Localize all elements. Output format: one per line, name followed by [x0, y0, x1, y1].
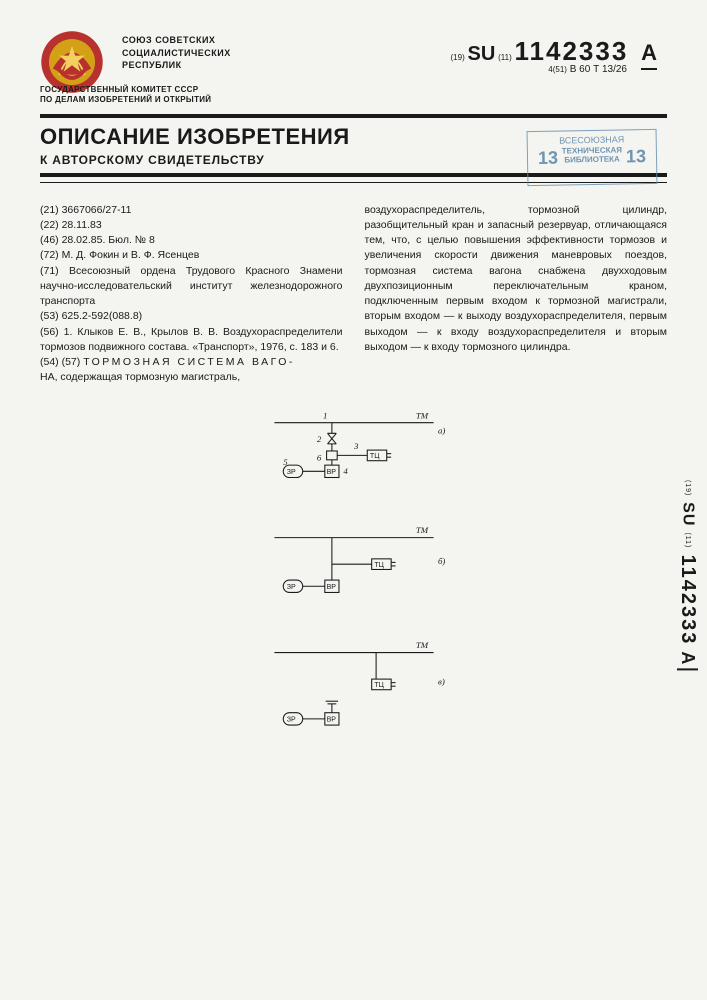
svg-text:ТМ: ТМ: [415, 526, 428, 536]
vr-label: ВР: [326, 469, 336, 476]
union-line-2: СОЦИАЛИСТИЧЕСКИХ: [122, 47, 433, 60]
label-a: а): [438, 426, 445, 436]
svg-text:ВР: ВР: [326, 584, 336, 591]
ipc-prefix: 4(51): [548, 65, 567, 74]
num-4: 4: [343, 466, 348, 476]
schematic-diagram: .ln { stroke:#1a1a1a; stroke-width:1.2; …: [40, 405, 667, 741]
committee-line-2: ПО ДЕЛАМ ИЗОБРЕТЕНИЙ И ОТКРЫТИЙ: [40, 95, 667, 105]
union-line-3: РЕСПУБЛИК: [122, 59, 433, 72]
num-3: 3: [353, 442, 359, 452]
num-6: 6: [316, 453, 321, 463]
svg-text:ТЦ: ТЦ: [374, 682, 384, 689]
left-column: (21) 3667066/27-11 (22) 28.11.83 (46) 28…: [40, 203, 343, 386]
side-su: SU: [679, 502, 697, 526]
field-21: (21) 3667066/27-11: [40, 203, 343, 218]
id-kind: A: [641, 40, 657, 70]
ipc-code: В 60 Т 13/26: [570, 64, 627, 75]
id-country: SU: [468, 43, 496, 65]
union-line-1: СОЮЗ СОВЕТСКИХ: [122, 34, 433, 47]
union-label: СОЮЗ СОВЕТСКИХ СОЦИАЛИСТИЧЕСКИХ РЕСПУБЛИ…: [122, 30, 433, 72]
side-kind: A: [677, 651, 698, 670]
stamp-mid: ТЕХНИЧЕСКАЯ БИБЛИОТЕКА: [558, 146, 626, 168]
side-patent-id: (19) SU (11) 1142333 A: [676, 480, 699, 673]
claim-text: воздухораспределитель, тормозной цилиндр…: [365, 203, 668, 355]
tm-label: ТМ: [415, 411, 428, 421]
svg-text:ТЦ: ТЦ: [374, 562, 384, 569]
field-46: (46) 28.02.85. Бюл. № 8: [40, 233, 343, 248]
side-sub: (11): [684, 533, 691, 549]
field-54: (54) (57) ТОРМОЗНАЯ СИСТЕМА ВАГО- НА, со…: [40, 355, 343, 385]
committee-label: ГОСУДАРСТВЕННЫЙ КОМИТЕТ СССР ПО ДЕЛАМ ИЗ…: [40, 85, 667, 106]
side-prefix: (19): [684, 480, 691, 496]
library-stamp: ВСЕСОЮЗНАЯ 13 ТЕХНИЧЕСКАЯ БИБЛИОТЕКА 13: [527, 129, 658, 186]
id-number: 1142333: [515, 36, 629, 66]
field-56: (56) 1. Клыков Е. В., Крылов В. В. Возду…: [40, 325, 343, 355]
svg-text:ЗР: ЗР: [286, 584, 295, 591]
field-72: (72) М. Д. Фокин и В. Ф. Ясенцев: [40, 248, 343, 263]
tc-label: ТЦ: [369, 453, 379, 460]
svg-text:ТМ: ТМ: [415, 641, 428, 651]
right-column: воздухораспределитель, тормозной цилиндр…: [365, 203, 668, 386]
committee-line-1: ГОСУДАРСТВЕННЫЙ КОМИТЕТ СССР: [40, 85, 667, 95]
field-54-prefix: (54) (57): [40, 356, 83, 368]
stamp-right-num: 13: [626, 146, 646, 167]
label-v: в): [438, 677, 445, 687]
side-number: 1142333: [676, 555, 699, 646]
zr-label: ЗР: [286, 469, 295, 476]
label-b: б): [438, 557, 445, 567]
svg-text:ВР: ВР: [326, 717, 336, 724]
num-1: 1: [323, 411, 327, 421]
field-71: (71) Всесоюзный ордена Трудового Красног…: [40, 264, 343, 310]
divider: [40, 114, 667, 118]
id-prefix: (19): [451, 53, 465, 62]
field-53: (53) 625.2-592(088.8): [40, 309, 343, 324]
field-54-tail: НА, содержащая тормозную магистраль,: [40, 371, 240, 383]
svg-text:ЗР: ЗР: [286, 717, 295, 724]
field-54-title: ТОРМОЗНАЯ СИСТЕМА ВАГО-: [83, 356, 295, 368]
body-columns: (21) 3667066/27-11 (22) 28.11.83 (46) 28…: [40, 203, 667, 386]
stamp-left-num: 13: [538, 148, 558, 169]
num-2: 2: [316, 435, 321, 445]
id-sub: (11): [498, 53, 512, 62]
field-22: (22) 28.11.83: [40, 218, 343, 233]
